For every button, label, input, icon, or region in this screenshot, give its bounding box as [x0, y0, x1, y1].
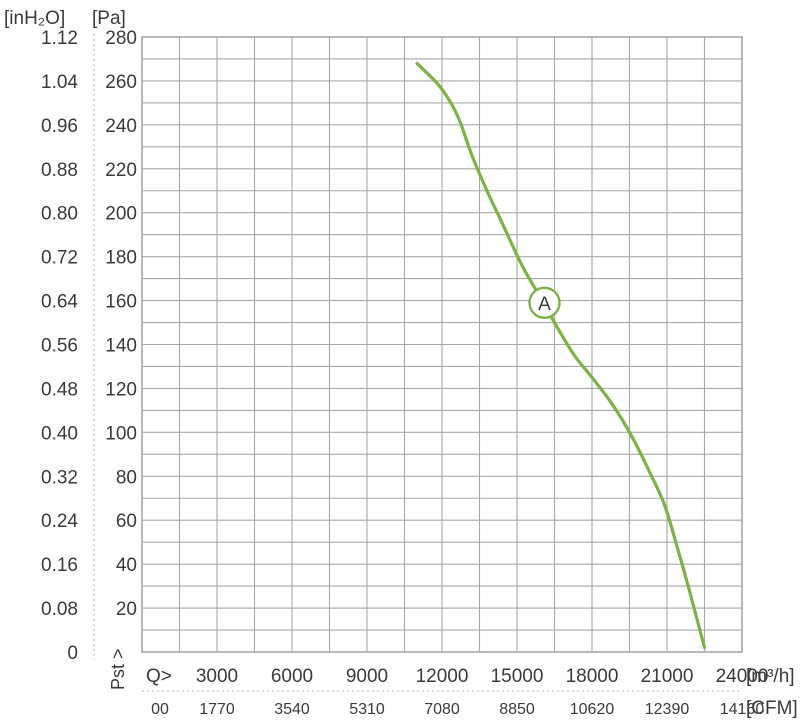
- y-tick-label-pa: 260: [105, 72, 137, 93]
- x-tick-label-cfm: 00: [151, 701, 169, 718]
- y-axis-inh2o-ticks: 1.12 1.04 0.96 0.88 0.80 0.72 0.64 0.56 0.48 0.40…: [41, 28, 78, 664]
- x-tick-label-m3h: 12000: [416, 666, 469, 687]
- x-tick-label-cfm: 7080: [424, 701, 460, 718]
- y-tick-label-pa: 220: [105, 160, 137, 181]
- series-layer: A: [415, 61, 707, 650]
- y-tick-label-pa: 40: [116, 555, 137, 576]
- y-tick-label-pa: 200: [105, 204, 137, 225]
- y-tick-label-inh2o: 1.04: [41, 72, 78, 93]
- y-tick-label-pa: 240: [105, 116, 137, 137]
- x-unit-cfm: [CFM]: [746, 698, 798, 719]
- x-tick-label-m3h: 15000: [491, 666, 544, 687]
- x-tick-label-m3h: 21000: [641, 666, 694, 687]
- grid: [141, 36, 743, 653]
- y-tick-label-inh2o: 0: [67, 643, 78, 664]
- y-tick-label-inh2o: 0.96: [41, 116, 78, 137]
- curve-marker-label: A: [538, 294, 551, 315]
- x-tick-label-m3h: 6000: [271, 666, 313, 687]
- y-tick-label-inh2o: 0.72: [41, 248, 78, 269]
- y-tick-label-pa: 140: [105, 336, 137, 357]
- x-tick-label-cfm: 8850: [499, 701, 535, 718]
- y-tick-label-pa: 100: [105, 423, 137, 444]
- y-tick-label-inh2o: 0.80: [41, 204, 78, 225]
- x-tick-label-cfm: 3540: [274, 701, 310, 718]
- y-tick-label-inh2o: 0.56: [41, 336, 78, 357]
- y-tick-label-inh2o: 0.24: [41, 511, 78, 532]
- y-unit-pa: [Pa]: [92, 8, 126, 29]
- x-axis-label: Q>: [146, 666, 172, 687]
- y-axis-label: Pst >: [108, 648, 128, 690]
- x-tick-label-m3h: 24000: [716, 666, 769, 687]
- y-unit-inh2o: [inH₂O]: [4, 8, 65, 29]
- x-tick-label-m3h: 3000: [196, 666, 238, 687]
- x-tick-label-cfm: 1770: [199, 701, 235, 718]
- x-tick-label-m3h: 18000: [566, 666, 619, 687]
- y-tick-label-inh2o: 0.64: [41, 292, 78, 313]
- x-tick-label-cfm: 12390: [645, 701, 690, 718]
- y-tick-label-inh2o: 0.88: [41, 160, 78, 181]
- y-tick-label-pa: 160: [105, 292, 137, 313]
- curve-marker-circle: [528, 286, 561, 319]
- y-tick-label-pa: 280: [105, 28, 137, 49]
- y-tick-label-pa: 80: [116, 467, 137, 488]
- y-tick-label-pa: 60: [116, 511, 137, 532]
- y-tick-label-inh2o: 0.16: [41, 555, 78, 576]
- y-tick-label-inh2o: 0.08: [41, 599, 78, 620]
- series-line-A: [415, 61, 707, 650]
- y-tick-label-pa: 120: [105, 379, 137, 400]
- x-axis-m3h-ticks: 3000 6000 9000 12000 15000 18000 21000 24000: [142, 666, 769, 692]
- x-tick-label-cfm: 14160: [720, 701, 765, 718]
- y-tick-label-inh2o: 1.12: [41, 28, 78, 49]
- y-tick-label-pa: 20: [116, 599, 137, 620]
- x-axis-cfm-ticks: 00 1770 3540 5310 7080 8850 10620 12390 14160: [151, 701, 764, 718]
- x-tick-label-m3h: 9000: [346, 666, 388, 687]
- x-tick-label-cfm: 10620: [570, 701, 615, 718]
- y-tick-label-pa: 180: [105, 248, 137, 269]
- x-unit-m3h: [m³/h]: [746, 666, 795, 687]
- x-tick-label-cfm: 5310: [349, 701, 385, 718]
- y-tick-label-inh2o: 0.40: [41, 423, 78, 444]
- y-tick-label-inh2o: 0.32: [41, 467, 78, 488]
- y-tick-label-inh2o: 0.48: [41, 379, 78, 400]
- y-axis-pa-ticks: 280 260 240 220 200 180 160 140 120 100 80 60 40 20: [93, 28, 137, 660]
